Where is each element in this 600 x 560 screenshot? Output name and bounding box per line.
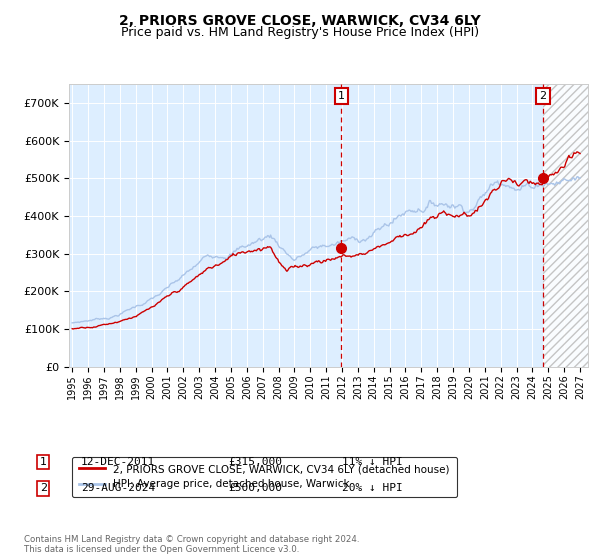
Text: Contains HM Land Registry data © Crown copyright and database right 2024.
This d: Contains HM Land Registry data © Crown c… <box>24 535 359 554</box>
Bar <box>543 84 588 367</box>
Text: 20% ↓ HPI: 20% ↓ HPI <box>342 483 403 493</box>
Text: 29-AUG-2024: 29-AUG-2024 <box>81 483 155 493</box>
Legend: 2, PRIORS GROVE CLOSE, WARWICK, CV34 6LY (detached house), HPI: Average price, d: 2, PRIORS GROVE CLOSE, WARWICK, CV34 6LY… <box>71 457 457 497</box>
Text: Price paid vs. HM Land Registry's House Price Index (HPI): Price paid vs. HM Land Registry's House … <box>121 26 479 39</box>
Text: £500,000: £500,000 <box>228 483 282 493</box>
Text: 2: 2 <box>539 91 547 101</box>
Text: 11% ↓ HPI: 11% ↓ HPI <box>342 457 403 467</box>
Text: 12-DEC-2011: 12-DEC-2011 <box>81 457 155 467</box>
Text: 2, PRIORS GROVE CLOSE, WARWICK, CV34 6LY: 2, PRIORS GROVE CLOSE, WARWICK, CV34 6LY <box>119 14 481 28</box>
Text: 1: 1 <box>338 91 345 101</box>
Text: £315,000: £315,000 <box>228 457 282 467</box>
Text: 1: 1 <box>40 457 47 467</box>
Text: 2: 2 <box>40 483 47 493</box>
